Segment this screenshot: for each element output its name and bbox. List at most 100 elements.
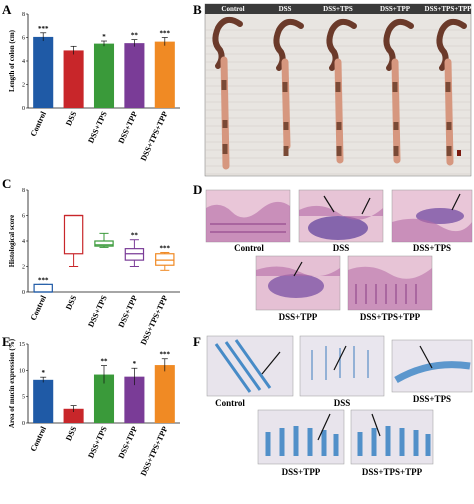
x-tick-label-dss: DSS: [64, 110, 79, 128]
bar-dss: [63, 408, 84, 423]
y-tick-label: 4: [22, 239, 25, 245]
y-tick-label: 0: [22, 106, 25, 112]
x-tick-label-dss-tps: DSS+TPS: [86, 110, 109, 145]
y-axis-title: Length of colon (cm): [8, 29, 16, 92]
he-caption-control: Control: [234, 243, 264, 253]
bar-dss-tpp: [124, 376, 145, 423]
ab-caption-dss-tps: DSS+TPS: [413, 394, 451, 404]
x-tick-label-dss-tps: DSS+TPS: [86, 425, 109, 460]
ab-tile-dss-tpp-arrow: [317, 413, 331, 441]
photo-b-label-dss-tpp: DSS+TPP: [380, 5, 411, 13]
he-tile-control-crypts: [210, 223, 286, 233]
y-tick-label: 8: [22, 188, 25, 194]
he-tile-dss-tps-arrow: [451, 193, 461, 211]
significance-dss-tpp: **: [131, 32, 139, 40]
y-axis-title: Area of mucin expression (%): [8, 338, 16, 428]
ab-tile-control-arrow: [261, 351, 281, 375]
he-caption-dss-tpp: DSS+TPP: [279, 312, 318, 322]
x-tick-label-dss-tps: DSS+TPS: [86, 294, 109, 329]
x-tick-label-dss: DSS: [64, 294, 79, 312]
y-tick-label: 10: [19, 368, 25, 374]
bar-dss-tpp: [124, 43, 145, 108]
photo-b-pellet: [457, 150, 461, 156]
box-dss-tps: [94, 240, 114, 247]
photo-b-colons: [212, 16, 467, 170]
ab-tile-control-bg: [206, 335, 294, 397]
photo-b-colon-dss-tps-tpp: [444, 58, 454, 166]
box-dss: [63, 214, 84, 255]
y-axis-title: Histological score: [8, 215, 16, 268]
photo-b-label-dss: DSS: [279, 5, 292, 13]
photo-b-feces-dss-tps-tpp: [445, 82, 452, 156]
y-tick-label: 2: [22, 83, 25, 89]
x-tick-label-dss-tpp: DSS+TPP: [117, 110, 140, 145]
ab-caption-dss: DSS: [334, 398, 351, 408]
ab-tile-dss-tps-tpp-bg: [350, 409, 434, 465]
he-tile-dss-tpp-tissue: [256, 266, 340, 277]
x-tick-label-dss-tps-tpp: DSS+TPS+TPP: [139, 110, 170, 162]
he-tile-dss-tpp-arrow: [293, 261, 303, 277]
bar-dss-tps-tpp: [154, 365, 175, 423]
x-tick-label-dss-tps-tpp: DSS+TPS+TPP: [139, 294, 170, 346]
ab-tile-dss-tps-arrow: [419, 345, 433, 369]
ab-tile-dss-tpp-goblet: [265, 426, 339, 456]
he-tile-dss-tissue: [299, 205, 383, 220]
significance-dss-tps: **: [101, 358, 109, 366]
photo-b-label-dss-tps: DSS+TPS: [323, 5, 353, 13]
panel-label-f: F: [193, 334, 201, 349]
he-tile-dss-infiltrate: [308, 216, 368, 240]
significance-dss-tps-tpp: ***: [160, 30, 171, 38]
panel-label-a: A: [2, 2, 12, 17]
he-tile-dss-arrow-1: [323, 195, 335, 213]
panel-label-b: B: [193, 2, 202, 17]
x-tick-label-dss: DSS: [64, 425, 79, 443]
ab-tile-control: [206, 335, 294, 397]
he-caption-dss-tps: DSS+TPS: [413, 243, 451, 253]
histology-panel-d: Control DSS DSS+TPS DSS+TPP DSS+TPS+TPP: [205, 189, 473, 322]
photo-b-colon-dss-tps: [334, 58, 344, 164]
ab-tile-control-goblet: [214, 339, 272, 393]
y-tick-label: 6: [22, 214, 25, 220]
significance-dss-tpp: **: [131, 232, 139, 240]
box-control: [33, 283, 53, 293]
bar-dss-tps: [93, 374, 115, 423]
he-tile-dss-tps: [391, 189, 473, 243]
ab-tile-dss: [299, 335, 385, 397]
panel-label-e: E: [2, 334, 11, 349]
y-tick-label: 8: [22, 12, 25, 18]
photo-b-feces-dss-tpp: [392, 82, 399, 156]
histology-panel-f: Control DSS DSS+TPS DSS+TPP DSS+TPS+TPP: [206, 335, 473, 477]
photo-b-feces-dss: [282, 82, 289, 156]
he-tile-dss-tps-tpp: [347, 255, 433, 311]
y-tick-label: 4: [22, 59, 25, 65]
x-tick-label-dss-tps-tpp: DSS+TPS+TPP: [139, 425, 170, 477]
y-tick-label: 0: [22, 290, 25, 296]
y-tick-label: 15: [19, 342, 25, 348]
y-tick-label: 6: [22, 36, 25, 42]
photo-b-label-dss-tps-tpp: DSS+TPS+TPP: [425, 5, 473, 13]
he-tile-dss-tpp: [255, 255, 341, 311]
ab-tile-dss-tps-tpp: [350, 409, 434, 465]
he-tile-dss-tps-tissue: [392, 218, 472, 242]
x-tick-label-dss-tpp: DSS+TPP: [117, 294, 140, 329]
ab-caption-dss-tps-tpp: DSS+TPS+TPP: [362, 467, 423, 477]
photo-b-feces-control: [221, 80, 228, 154]
photo-b-header-bar: [205, 4, 471, 14]
photo-b-colon-dss-tpp: [391, 58, 401, 164]
photo-panel-b: Control DSS DSS+TPS DSS+TPP DSS+TPS+TPP: [204, 3, 473, 177]
ab-tile-dss-tpp: [257, 409, 345, 465]
ab-tile-dss-tpp-bg: [257, 409, 345, 465]
he-tile-dss-tps-tpp-crypts: [355, 284, 417, 304]
photo-b-colon-dss: [281, 58, 291, 150]
significance-dss-tps-tpp: ***: [160, 244, 171, 252]
he-tile-dss-tps-infiltrate: [416, 208, 464, 224]
bar-control: [33, 36, 54, 108]
photo-b-label-control: Control: [221, 5, 244, 13]
ab-caption-control: Control: [215, 398, 245, 408]
he-caption-dss: DSS: [333, 243, 350, 253]
y-tick-label: 5: [22, 395, 25, 401]
he-tile-dss-tps-tpp-tissue: [348, 266, 432, 310]
